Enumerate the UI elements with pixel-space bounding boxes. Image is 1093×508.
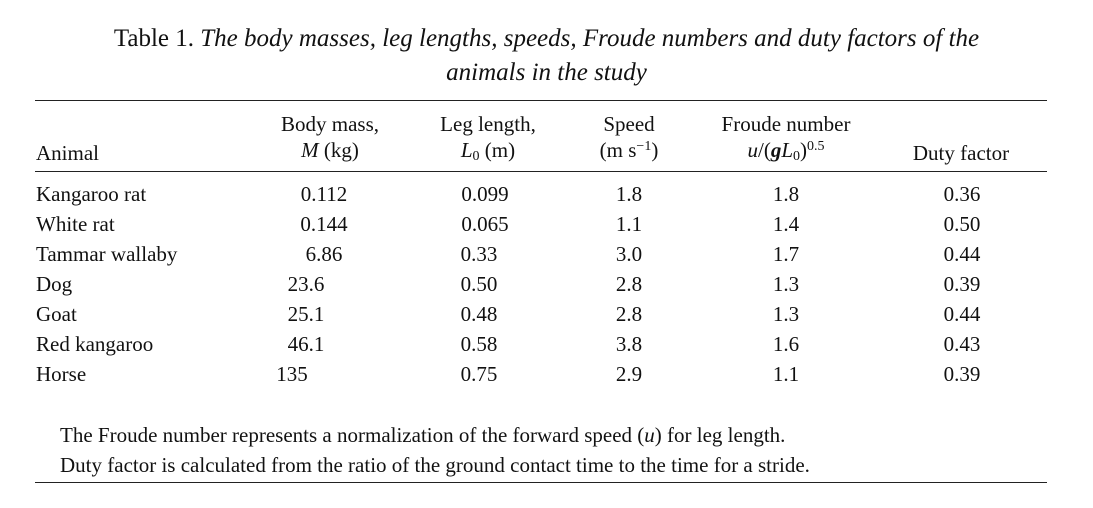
header-froude: Froude number u/(gL0)0.5 [721,111,851,164]
header-mass-label: Body mass, [280,112,380,136]
header-leg: Leg length, L0 (m) [440,111,536,164]
table-caption: Table 1. The body masses, leg lengths, s… [0,22,1093,90]
cell-leg: 0.33 [460,242,498,266]
cell-froude: 1.4 [772,212,800,236]
footnote-duty: Duty factor is calculated from the ratio… [60,453,810,477]
cell-speed: 3.8 [615,332,643,356]
cell-animal: Tammar wallaby [36,242,178,266]
cell-mass: 0.112 [300,182,348,206]
cell-animal: Red kangaroo [36,332,154,356]
header-speed: Speed (m s−1) [600,111,659,163]
cell-leg: 0.50 [460,272,498,296]
header-froude-label: Froude number [721,112,851,136]
table-label: Table 1. [113,25,195,52]
cell-leg: 0.099 [461,182,509,206]
bottom-rule [35,482,1047,483]
caption-text-1: The body masses, leg lengths, speeds, Fr… [200,25,980,52]
cell-speed: 1.8 [615,182,643,206]
footnote-froude: The Froude number represents a normaliza… [60,423,786,447]
caption-line-1: Table 1. The body masses, leg lengths, s… [0,22,1093,56]
header-leg-label: Leg length, [440,112,536,136]
cell-froude: 1.3 [772,272,800,296]
cell-animal: Dog [36,272,73,296]
header-froude-formula: u/(gL0)0.5 [747,138,825,164]
header-mass-unit: M (kg) [301,138,359,162]
header-leg-unit: L0 (m) [460,138,516,164]
cell-speed: 2.9 [615,362,643,386]
cell-mass: 6.86 [305,242,343,266]
cell-animal: Kangaroo rat [36,182,147,206]
cell-froude: 1.8 [772,182,800,206]
cell-duty: 0.50 [943,212,981,236]
cell-duty: 0.44 [943,242,981,266]
cell-froude: 1.7 [772,242,800,266]
cell-froude: 1.6 [772,332,800,356]
cell-speed: 3.0 [615,242,643,266]
cell-leg: 0.065 [461,212,509,236]
cell-froude: 1.3 [772,302,800,326]
header-rule [35,171,1047,172]
cell-duty: 0.39 [943,362,981,386]
cell-animal: Goat [36,302,77,326]
cell-animal: White rat [36,212,115,236]
header-speed-label: Speed [603,112,655,136]
top-rule [35,100,1047,101]
cell-duty: 0.44 [943,302,981,326]
caption-text-2: animals in the study [446,59,647,86]
cell-leg: 0.58 [460,332,498,356]
cell-mass: 0.144 [300,212,348,236]
header-animal: Animal [36,141,99,165]
cell-speed: 2.8 [615,272,643,296]
cell-speed: 1.1 [615,212,643,236]
cell-mass: 135 [276,362,308,386]
header-speed-unit: (m s−1) [599,138,659,162]
cell-duty: 0.36 [943,182,981,206]
cell-mass: 23.6 [287,272,325,296]
cell-speed: 2.8 [615,302,643,326]
cell-leg: 0.48 [460,302,498,326]
header-duty: Duty factor [912,141,1010,165]
cell-animal: Horse [36,362,87,386]
cell-duty: 0.39 [943,272,981,296]
cell-duty: 0.43 [943,332,981,356]
cell-leg: 0.75 [460,362,498,386]
cell-mass: 46.1 [287,332,325,356]
header-mass: Body mass, M (kg) [281,111,379,163]
cell-froude: 1.1 [772,362,800,386]
cell-mass: 25.1 [287,302,325,326]
